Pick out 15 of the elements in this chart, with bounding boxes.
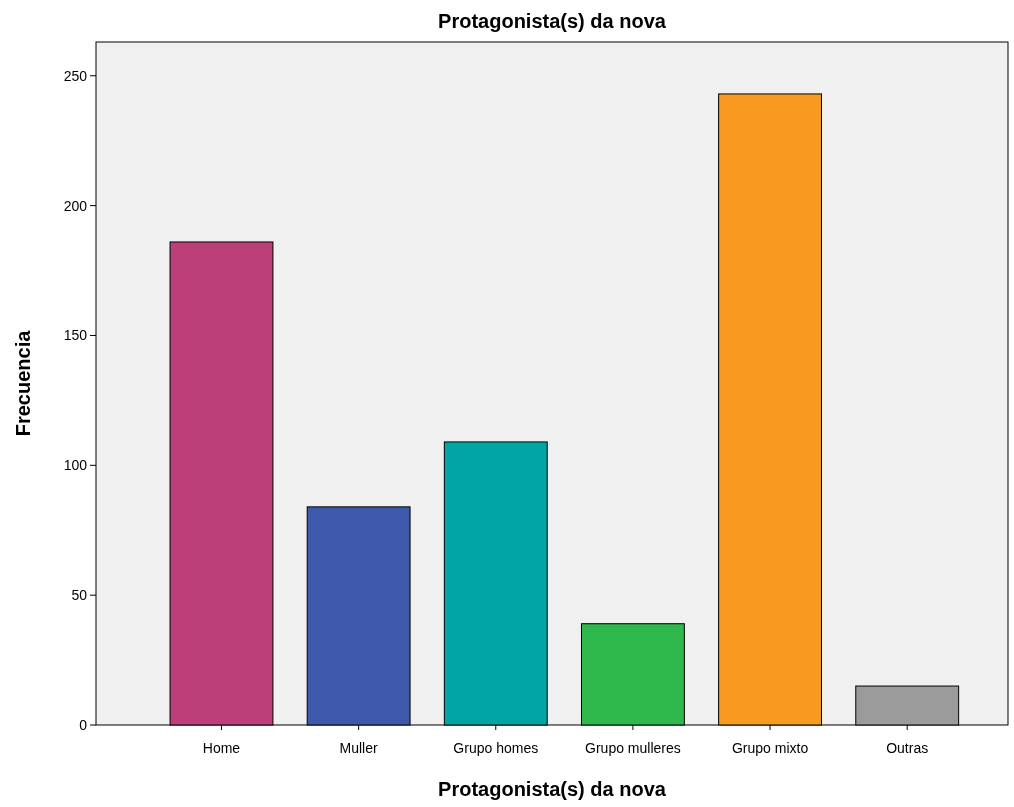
y-tick-label: 250 [63,67,88,84]
y-axis-title: Frecuencia [12,329,34,437]
y-tick-label: 150 [63,327,88,344]
y-tick-label: 100 [63,457,88,474]
y-tick-label: 0 [79,716,88,733]
x-tick-label: Muller [339,740,379,756]
x-tick-label: Outras [886,740,929,756]
x-tick-label: Grupo mixto [731,740,809,756]
x-tick-label: Home [202,740,241,756]
y-tick-label: 200 [63,197,88,214]
x-tick-label: Grupo mulleres [585,740,681,756]
chart-title: Protagonista(s) da nova [438,10,667,32]
x-axis-title: Protagonista(s) da nova [438,778,667,800]
x-tick-label: Grupo homes [453,740,539,756]
y-tick-label: 50 [71,587,88,604]
